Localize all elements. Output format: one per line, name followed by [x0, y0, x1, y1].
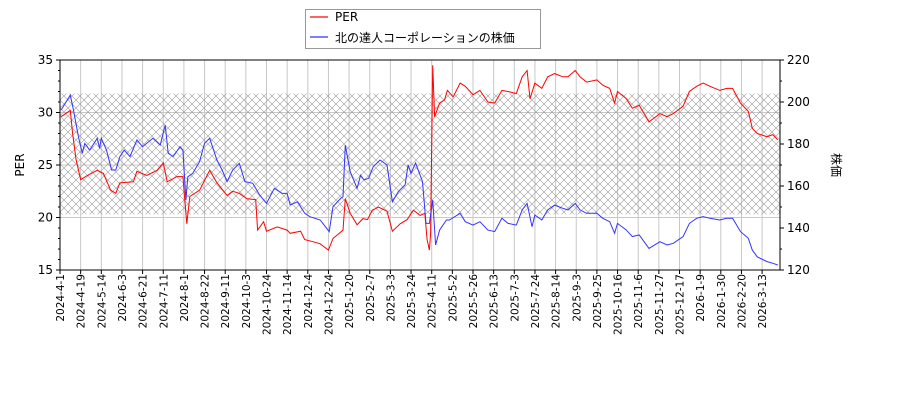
stock-price-line	[60, 93, 778, 266]
x-tick-label: 2025-11-6	[633, 274, 645, 329]
y-right-tick-label: 160	[787, 179, 810, 193]
range-band	[60, 93, 780, 215]
x-tick-label: 2024-10-24	[262, 274, 274, 335]
x-tick-label: 2026-3-13	[757, 274, 769, 328]
x-tick-label: 2024-5-14	[96, 274, 108, 329]
axes: 2024-4-1 2024-4-19 2024-5-14 2024-6-3 2024-6…	[38, 53, 810, 335]
x-tick-label: 2024-7-11	[158, 274, 170, 328]
x-tick-label: 2025-10-16	[613, 274, 625, 335]
x-tick-label: 2024-10-3	[241, 274, 253, 328]
x-tick-label: 2024-4-1	[55, 274, 67, 322]
legend-label-price: 北の達人コーポレーションの株価	[335, 30, 515, 45]
x-tick-label: 2024-4-19	[76, 274, 88, 328]
y-right-tick-label: 120	[787, 263, 810, 277]
y-right-tick-label: 180	[787, 137, 810, 151]
x-tick-label: 2024-9-11	[220, 274, 232, 328]
x-tick-label: 2025-11-27	[654, 274, 666, 335]
x-tick-label: 2024-12-24	[323, 274, 335, 335]
x-tick-label: 2025-7-3	[509, 274, 521, 322]
x-tick-label: 2024-6-3	[117, 274, 129, 322]
y-axis-right-label: 株価	[829, 153, 844, 177]
x-tick-label: 2025-3-3	[385, 274, 397, 322]
y-left-tick-label: 20	[38, 211, 53, 225]
y-right-tick-label: 140	[787, 221, 810, 235]
x-tick-label: 2025-4-11	[427, 274, 439, 328]
legend-box	[305, 9, 541, 49]
x-tick-label: 2025-5-2	[447, 274, 459, 322]
legend-label-per: PER	[335, 10, 358, 24]
x-tick-label: 2024-8-1	[179, 274, 191, 322]
x-tick-label: 2025-6-13	[489, 274, 501, 328]
x-tick-label: 2025-9-25	[592, 274, 604, 328]
x-tick-label: 2025-7-24	[530, 274, 542, 329]
x-tick-label: 2025-8-14	[551, 274, 563, 329]
x-tick-label: 2024-11-14	[282, 274, 294, 335]
y-right-tick-label: 200	[787, 95, 810, 109]
x-tick-label: 2025-5-26	[468, 274, 480, 329]
y-left-tick-label: 35	[38, 53, 53, 67]
y-left-tick-label: 25	[38, 158, 53, 172]
x-tick-label: 2025-2-7	[365, 274, 377, 322]
legend: PER 北の達人コーポレーションの株価	[305, 9, 541, 49]
x-tick-label: 2025-9-3	[571, 274, 583, 322]
y-left-tick-label: 30	[38, 106, 53, 120]
per-line	[60, 65, 779, 251]
x-tick-label: 2024-12-4	[303, 274, 315, 329]
series-lines	[60, 65, 779, 266]
x-tick-label: 2025-3-24	[406, 274, 418, 329]
x-tick-label: 2024-6-21	[138, 274, 150, 328]
y-right-tick-label: 220	[787, 53, 810, 67]
x-tick-label: 2026-2-20	[736, 274, 748, 328]
x-tick-label: 2026-1-9	[695, 274, 707, 322]
x-tick-label: 2025-12-17	[675, 274, 687, 335]
x-tick-label: 2024-8-22	[200, 274, 212, 328]
x-tick-label: 2026-1-30	[716, 274, 728, 328]
y-left-tick-label: 15	[38, 263, 53, 277]
y-axis-left-label: PER	[13, 153, 27, 176]
x-tick-label: 2025-1-20	[344, 274, 356, 328]
